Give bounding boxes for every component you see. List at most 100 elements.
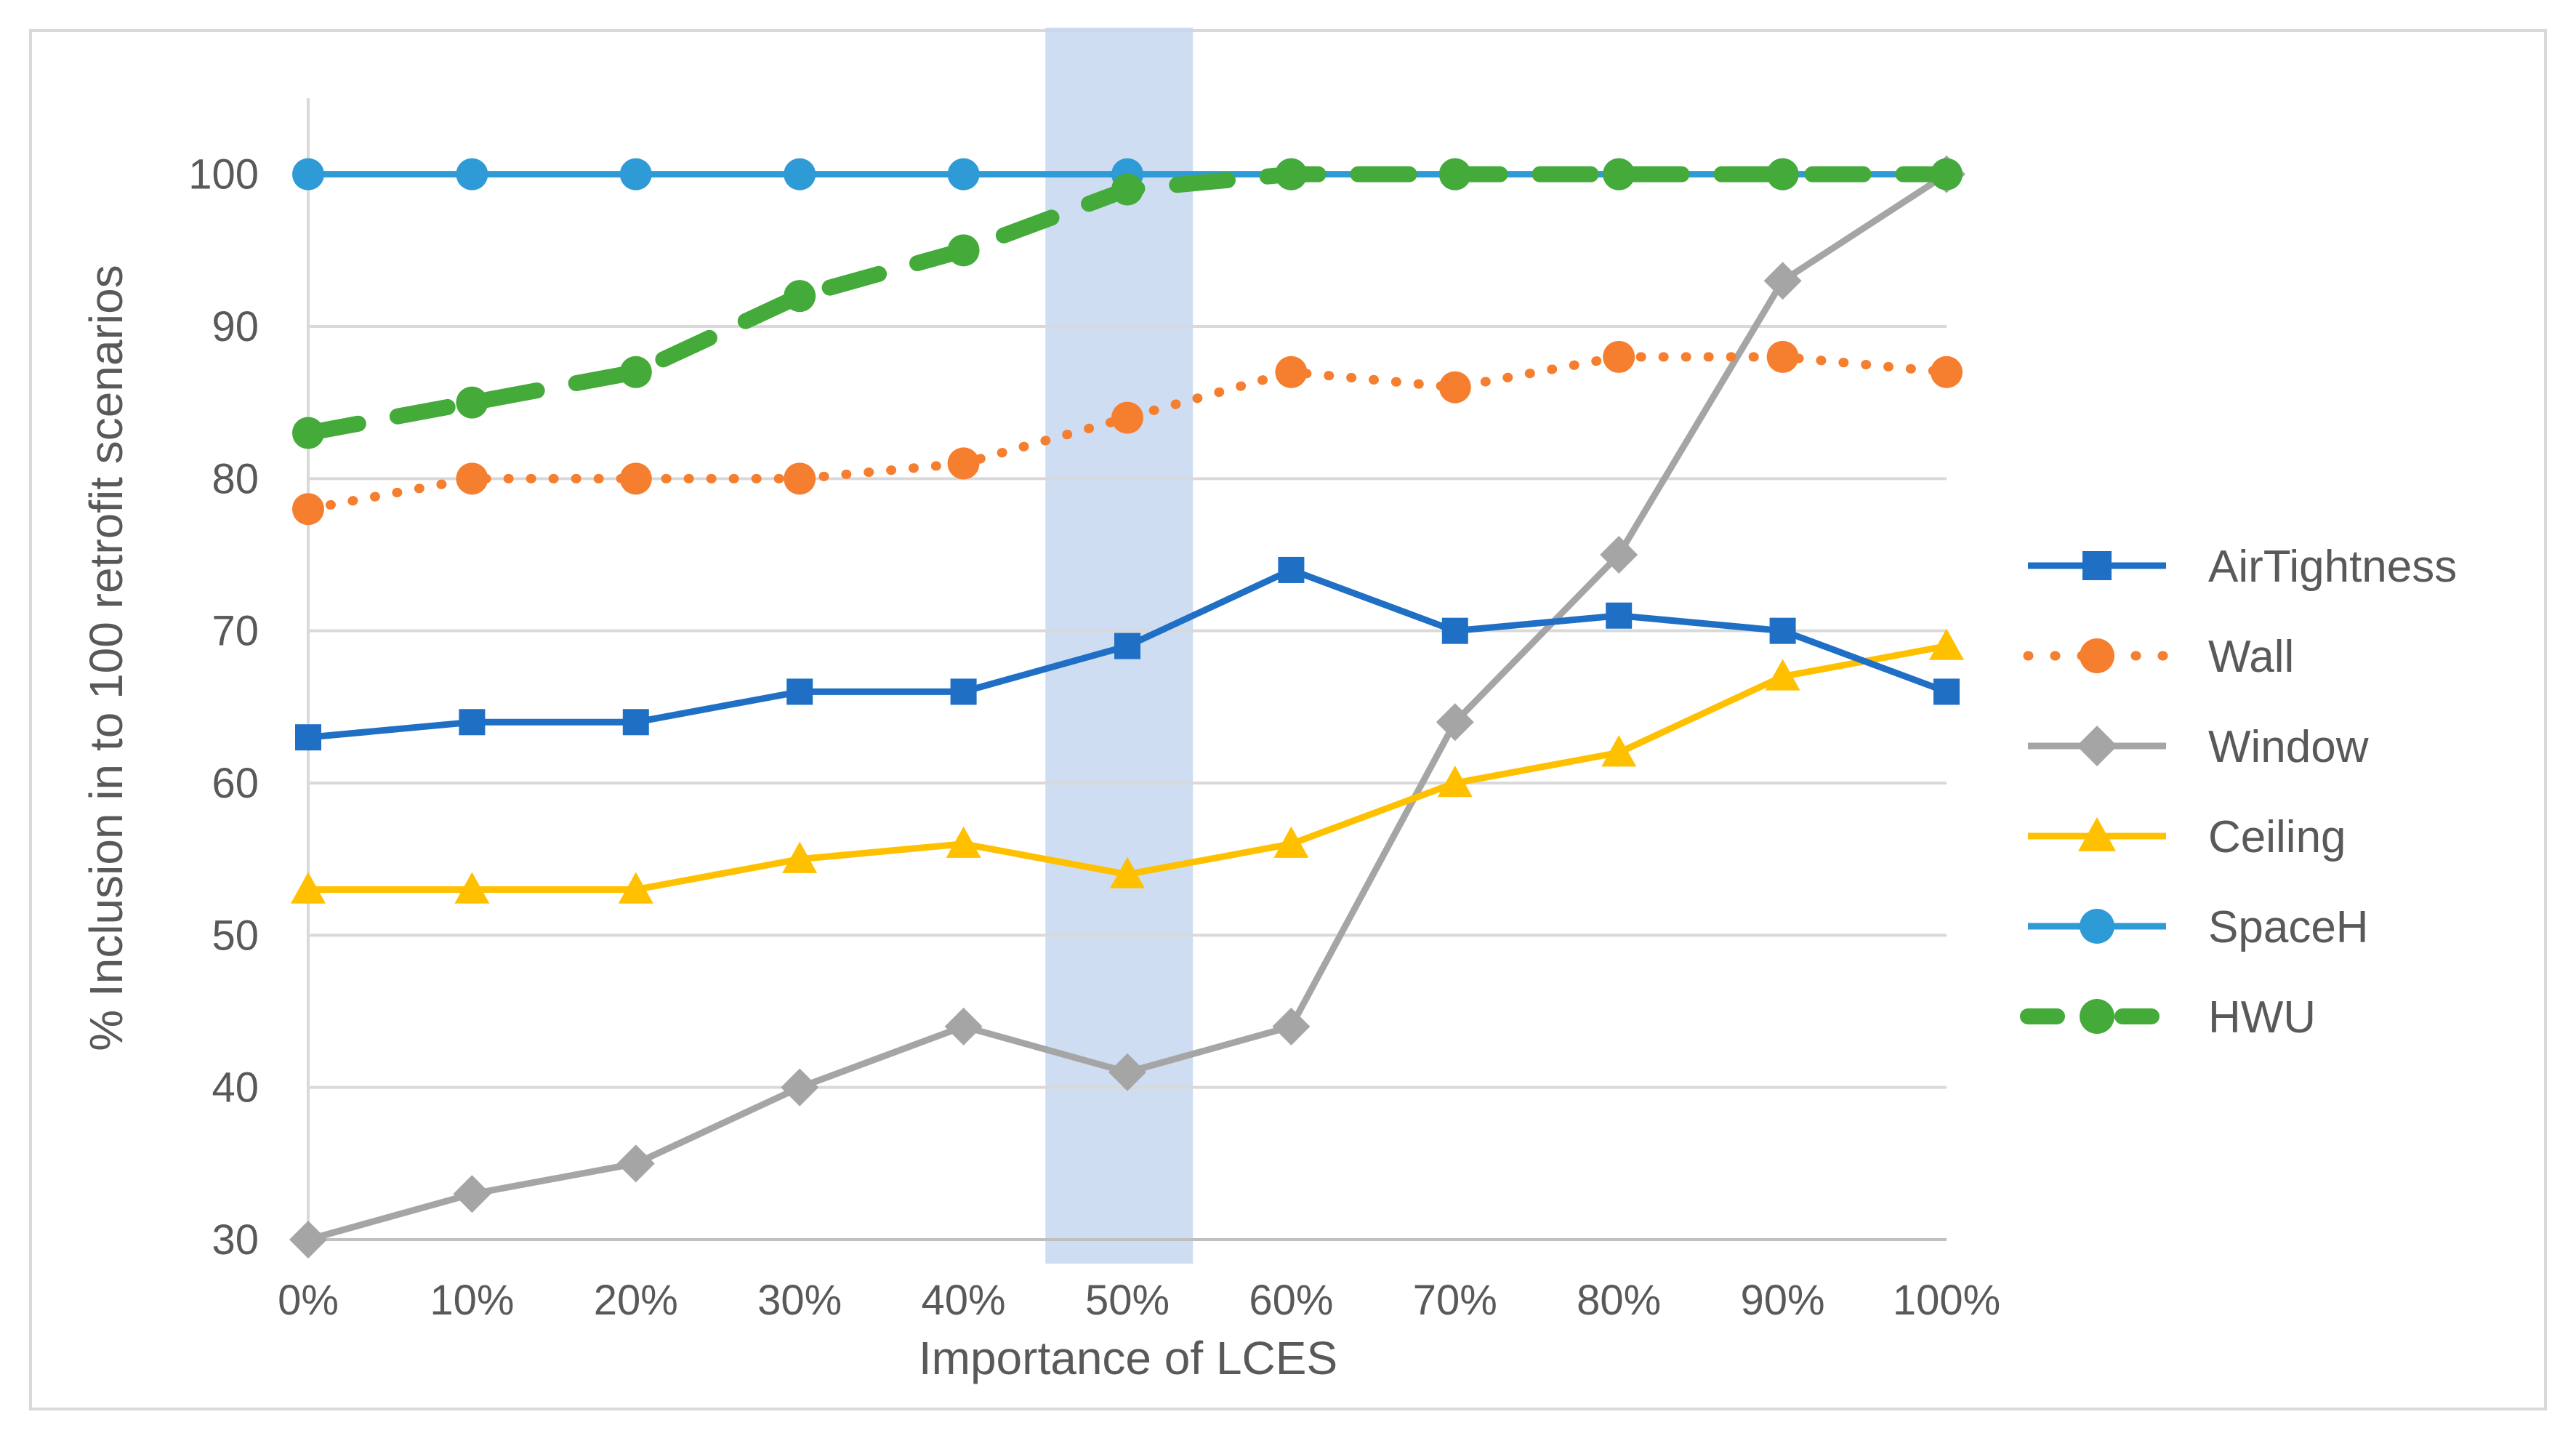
data-point-airtightness bbox=[1769, 617, 1796, 644]
data-point-ceiling bbox=[454, 872, 490, 904]
y-axis-title: % Inclusion in to 100 retrofit scenarios bbox=[80, 265, 132, 1051]
legend-item-window: Window bbox=[2028, 722, 2369, 772]
data-point-wall bbox=[292, 493, 324, 526]
series-wall bbox=[292, 340, 1963, 526]
data-point-wall bbox=[456, 462, 488, 495]
legend-item-ceiling: Ceiling bbox=[2028, 812, 2346, 862]
data-point-window bbox=[453, 1175, 491, 1213]
data-point-hwu bbox=[1438, 158, 1471, 190]
series-ceiling bbox=[291, 628, 1964, 904]
data-point-wall bbox=[1931, 356, 1963, 388]
x-axis-title: Importance of LCES bbox=[919, 1332, 1337, 1384]
y-tick-label: 90 bbox=[212, 303, 259, 350]
data-point-spaceh bbox=[619, 158, 652, 190]
legend-swatch-marker bbox=[2078, 817, 2116, 851]
series-layer bbox=[289, 155, 1965, 1259]
data-point-airtightness bbox=[459, 709, 486, 736]
data-point-spaceh bbox=[947, 158, 980, 190]
x-tick-label: 70% bbox=[1413, 1277, 1497, 1324]
legend-item-hwu: HWU bbox=[2020, 992, 2316, 1043]
data-point-hwu bbox=[619, 356, 652, 388]
data-point-ceiling bbox=[291, 872, 326, 904]
x-tick-label: 50% bbox=[1085, 1277, 1170, 1324]
data-point-ceiling bbox=[618, 872, 653, 904]
data-point-hwu bbox=[1275, 158, 1308, 190]
data-point-ceiling bbox=[782, 841, 818, 873]
y-tick-label: 50 bbox=[212, 912, 259, 959]
x-tick-label: 10% bbox=[430, 1277, 514, 1324]
data-point-airtightness bbox=[1441, 617, 1468, 644]
legend-label: Ceiling bbox=[2208, 812, 2346, 862]
data-point-airtightness bbox=[1933, 678, 1960, 705]
legend-swatch-marker bbox=[2080, 909, 2114, 944]
x-tick-label: 60% bbox=[1249, 1277, 1333, 1324]
legend-label: HWU bbox=[2208, 992, 2316, 1043]
data-point-wall bbox=[1275, 356, 1308, 388]
data-point-wall bbox=[1766, 340, 1799, 373]
data-point-window bbox=[1108, 1053, 1146, 1091]
data-point-wall bbox=[1438, 371, 1471, 404]
series-hwu bbox=[292, 158, 1963, 449]
data-point-airtightness bbox=[786, 678, 813, 705]
series-window bbox=[289, 155, 1965, 1259]
y-tick-label: 30 bbox=[212, 1216, 259, 1264]
y-tick-label: 70 bbox=[212, 608, 259, 655]
data-point-hwu bbox=[947, 234, 980, 267]
legend-swatch-marker bbox=[2080, 999, 2114, 1034]
data-point-airtightness bbox=[950, 678, 977, 705]
data-point-window bbox=[1272, 1007, 1311, 1045]
x-tick-label: 80% bbox=[1577, 1277, 1661, 1324]
data-point-ceiling bbox=[1601, 735, 1637, 767]
legend: AirTightness Wall Window Ceiling SpaceH HWU bbox=[2020, 542, 2457, 1043]
legend-label: Wall bbox=[2208, 632, 2294, 682]
x-tick-label: 20% bbox=[594, 1277, 678, 1324]
data-point-window bbox=[1763, 262, 1802, 300]
legend-item-wall: Wall bbox=[2023, 632, 2294, 682]
data-point-hwu bbox=[784, 280, 816, 313]
data-point-window bbox=[781, 1068, 819, 1107]
legend-label: Window bbox=[2208, 722, 2369, 772]
legend-swatch-marker bbox=[2082, 551, 2112, 580]
legend-label: SpaceH bbox=[2208, 902, 2369, 952]
data-point-window bbox=[944, 1007, 983, 1045]
x-tick-label: 30% bbox=[757, 1277, 842, 1324]
gridlines bbox=[308, 172, 1947, 1241]
data-point-window bbox=[1436, 703, 1474, 742]
data-point-wall bbox=[1111, 401, 1143, 434]
data-point-ceiling bbox=[1765, 659, 1800, 691]
legend-item-airtightness: AirTightness bbox=[2028, 542, 2457, 592]
y-tick-label: 100 bbox=[188, 151, 259, 198]
legend-swatch-marker bbox=[2077, 726, 2117, 766]
data-point-ceiling bbox=[1437, 766, 1473, 798]
data-point-hwu bbox=[1111, 173, 1143, 206]
legend-swatch-marker bbox=[2080, 638, 2114, 673]
data-point-airtightness bbox=[1606, 602, 1633, 629]
data-point-ceiling bbox=[1273, 826, 1309, 858]
x-tick-label: 90% bbox=[1741, 1277, 1825, 1324]
x-tick-label: 40% bbox=[922, 1277, 1006, 1324]
y-tick-label: 60 bbox=[212, 760, 259, 807]
data-point-ceiling bbox=[1110, 856, 1145, 888]
chart-frame bbox=[29, 29, 2547, 1410]
data-point-airtightness bbox=[1114, 633, 1140, 659]
data-point-ceiling bbox=[946, 826, 981, 858]
data-point-window bbox=[289, 1221, 327, 1259]
data-point-wall bbox=[1603, 340, 1635, 373]
legend-label: AirTightness bbox=[2208, 542, 2457, 592]
data-point-wall bbox=[947, 447, 980, 480]
series-airtightness bbox=[295, 556, 1960, 751]
data-point-airtightness bbox=[295, 724, 321, 751]
data-point-hwu bbox=[1766, 158, 1799, 190]
tick-labels: 30 40 50 60 70 80 90 100 0% 10% 20% 30% 40% 50% 60% 70%… bbox=[188, 151, 2000, 1324]
data-point-window bbox=[1600, 536, 1638, 574]
data-point-wall bbox=[784, 462, 816, 495]
legend-item-spaceh: SpaceH bbox=[2028, 902, 2369, 952]
axes bbox=[307, 98, 1947, 1241]
data-point-hwu bbox=[456, 386, 488, 419]
y-tick-label: 40 bbox=[212, 1064, 259, 1112]
data-point-spaceh bbox=[292, 158, 324, 190]
data-point-spaceh bbox=[456, 158, 488, 190]
data-point-window bbox=[616, 1144, 655, 1183]
data-point-spaceh bbox=[784, 158, 816, 190]
